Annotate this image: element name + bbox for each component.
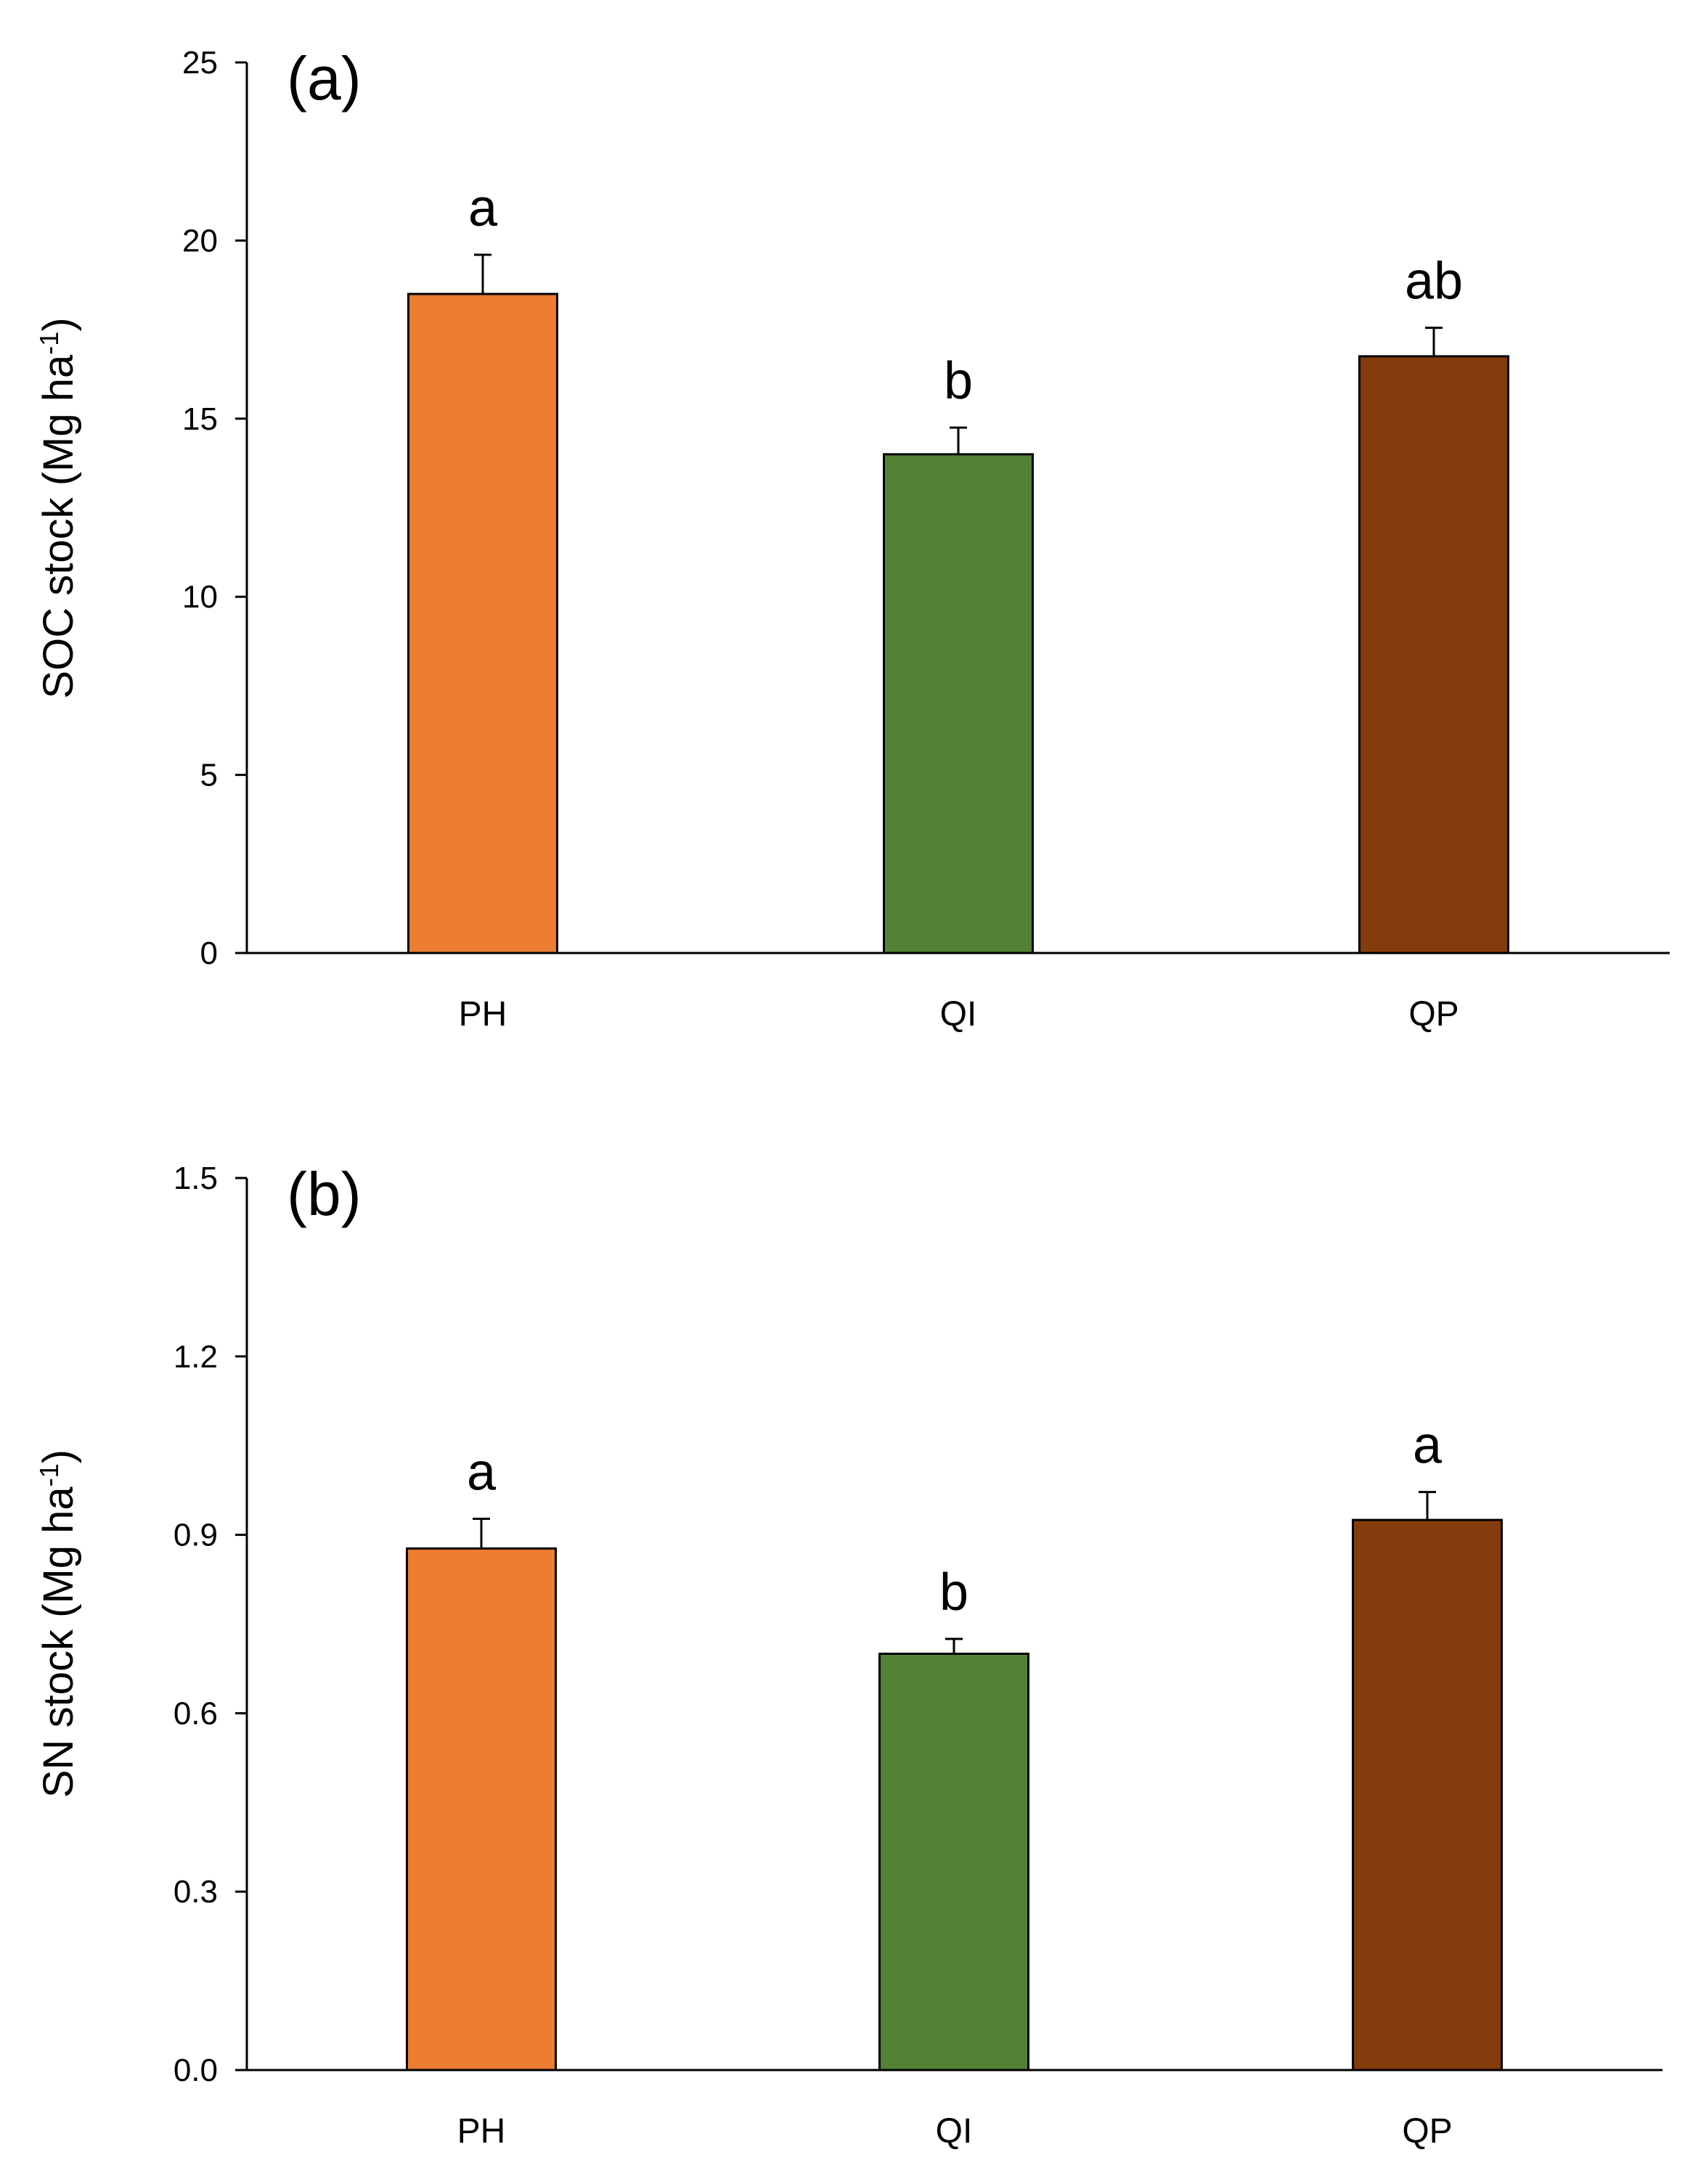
y-tick-label: 0.3 <box>174 1874 218 1910</box>
y-axis-title-end: ) <box>35 1449 82 1463</box>
bar-qp <box>1352 1518 1503 2071</box>
chart-panel-b: a PH b QI a QP 0.0 0.3 0.6 0.9 1.2 1.5 (b) SN stock (… <box>34 1160 1663 2151</box>
significance-label-qp: a <box>1413 1417 1443 1475</box>
y-tick-label: 20 <box>182 223 218 258</box>
y-tick-label: 15 <box>182 401 218 437</box>
y-tick-label: 0.6 <box>174 1696 218 1731</box>
bar-ph <box>407 293 558 954</box>
y-axis-title-superscript: -1 <box>34 332 64 355</box>
y-tick-label: 1.2 <box>174 1339 218 1375</box>
y-tick-label: 10 <box>182 579 218 615</box>
bar-ph <box>406 1547 557 2071</box>
chart-panel-a: a PH b QI ab QP 0 5 10 15 20 25 (a) SOC stock (Mg ha-… <box>34 44 1670 1034</box>
y-axis-title: SN stock (Mg ha-1) <box>34 1449 82 1798</box>
panel-label: (b) <box>287 1160 362 1228</box>
y-axis-title-main: SN stock (Mg ha <box>35 1486 82 1798</box>
y-tick-label: 0 <box>200 936 218 971</box>
y-tick-label: 5 <box>200 758 218 793</box>
panel-label: (a) <box>287 44 362 113</box>
significance-label-qp: ab <box>1405 253 1463 311</box>
y-axis-title-end: ) <box>35 317 82 331</box>
bar-qi <box>878 1652 1029 2071</box>
bar-qi <box>883 453 1034 954</box>
significance-label-qi: b <box>944 352 973 410</box>
y-tick-label: 1.5 <box>174 1161 218 1196</box>
y-tick-label: 25 <box>182 45 218 81</box>
significance-label-ph: a <box>468 179 498 237</box>
x-tick-label-qi: QI <box>936 2112 973 2151</box>
y-axis-title-main: SOC stock (Mg ha <box>35 354 82 699</box>
x-tick-label-qp: QP <box>1402 2112 1452 2151</box>
x-tick-label-ph: PH <box>457 2112 506 2151</box>
bar-qp <box>1358 355 1509 954</box>
x-tick-label-qi: QI <box>940 995 977 1034</box>
x-tick-label-qp: QP <box>1408 995 1459 1034</box>
significance-label-qi: b <box>939 1563 968 1621</box>
y-tick-label: 0.9 <box>174 1518 218 1553</box>
y-axis-title-superscript: -1 <box>34 1463 64 1486</box>
y-axis-title: SOC stock (Mg ha-1) <box>34 317 82 698</box>
significance-label-ph: a <box>467 1443 497 1501</box>
y-tick-label: 0.0 <box>174 2053 218 2088</box>
x-tick-label-ph: PH <box>459 995 507 1034</box>
